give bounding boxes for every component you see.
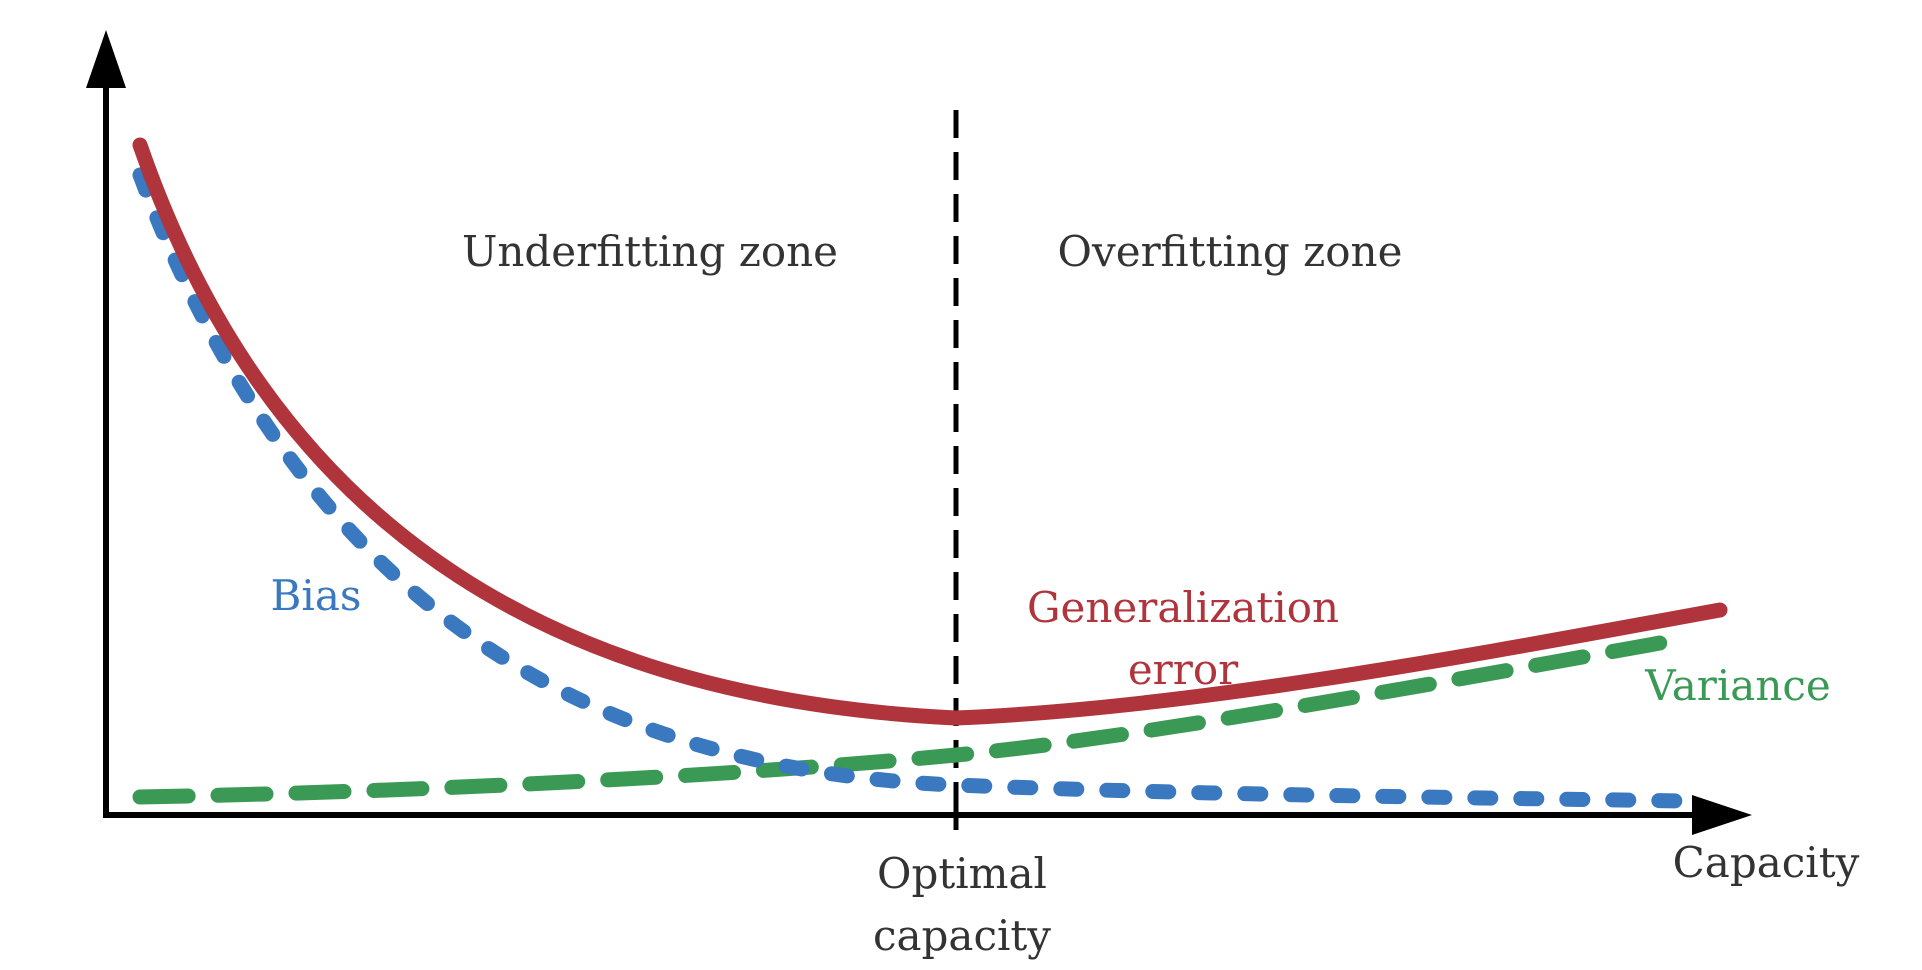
y-axis-arrowhead — [86, 30, 126, 88]
variance-label: Variance — [1644, 661, 1831, 710]
variance-curve — [132, 635, 1668, 805]
x-axis-label: Capacity — [1673, 838, 1860, 887]
bias-label: Bias — [271, 571, 362, 620]
bias-curve — [132, 167, 1693, 809]
axes — [86, 30, 1752, 835]
x-axis-arrowhead — [1692, 795, 1752, 835]
generalization-error-curve — [132, 137, 1728, 726]
optimal-capacity-label-line2: capacity — [873, 911, 1051, 960]
overfitting-zone-label: Overfitting zone — [1058, 227, 1403, 276]
optimal-capacity-label-line1: Optimal — [877, 849, 1047, 898]
underfitting-zone-label: Underfitting zone — [462, 227, 838, 276]
generalization-error-label-line2: error — [1128, 645, 1239, 694]
generalization-error-label-line1: Generalization — [1027, 583, 1339, 632]
